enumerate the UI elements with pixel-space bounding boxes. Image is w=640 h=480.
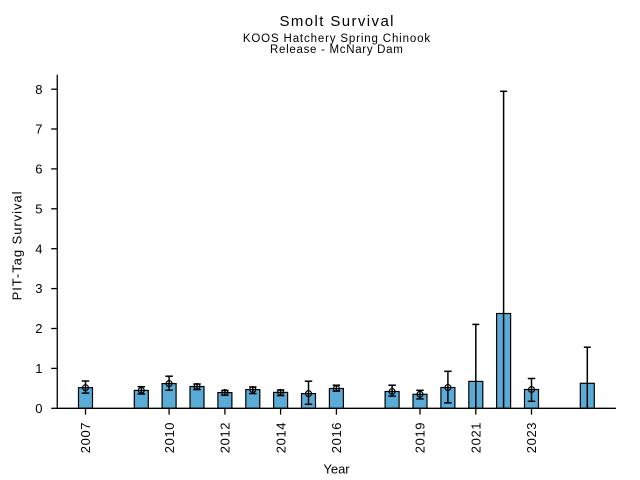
svg-text:7: 7	[35, 122, 42, 137]
svg-text:1: 1	[35, 361, 42, 376]
svg-text:8: 8	[35, 82, 42, 97]
svg-text:2: 2	[35, 321, 42, 336]
svg-text:6: 6	[35, 162, 42, 177]
svg-text:2021: 2021	[468, 422, 483, 453]
svg-text:KOOS Hatchery Spring Chinook: KOOS Hatchery Spring Chinook	[243, 33, 431, 45]
svg-text:Release - McNary Dam: Release - McNary Dam	[270, 44, 404, 56]
svg-text:3: 3	[35, 281, 42, 296]
svg-text:PIT-Tag Survival: PIT-Tag Survival	[10, 191, 25, 301]
svg-text:2007: 2007	[78, 422, 93, 453]
svg-text:Year: Year	[323, 462, 350, 477]
svg-text:5: 5	[35, 201, 42, 216]
svg-text:2014: 2014	[273, 422, 288, 453]
svg-text:2019: 2019	[413, 422, 428, 453]
svg-text:4: 4	[35, 241, 42, 256]
svg-text:2010: 2010	[162, 422, 177, 453]
svg-text:2016: 2016	[329, 422, 344, 453]
svg-text:0: 0	[35, 401, 42, 416]
svg-text:2023: 2023	[524, 422, 539, 453]
svg-text:Smolt Survival: Smolt Survival	[279, 13, 394, 30]
svg-text:2012: 2012	[218, 422, 233, 453]
